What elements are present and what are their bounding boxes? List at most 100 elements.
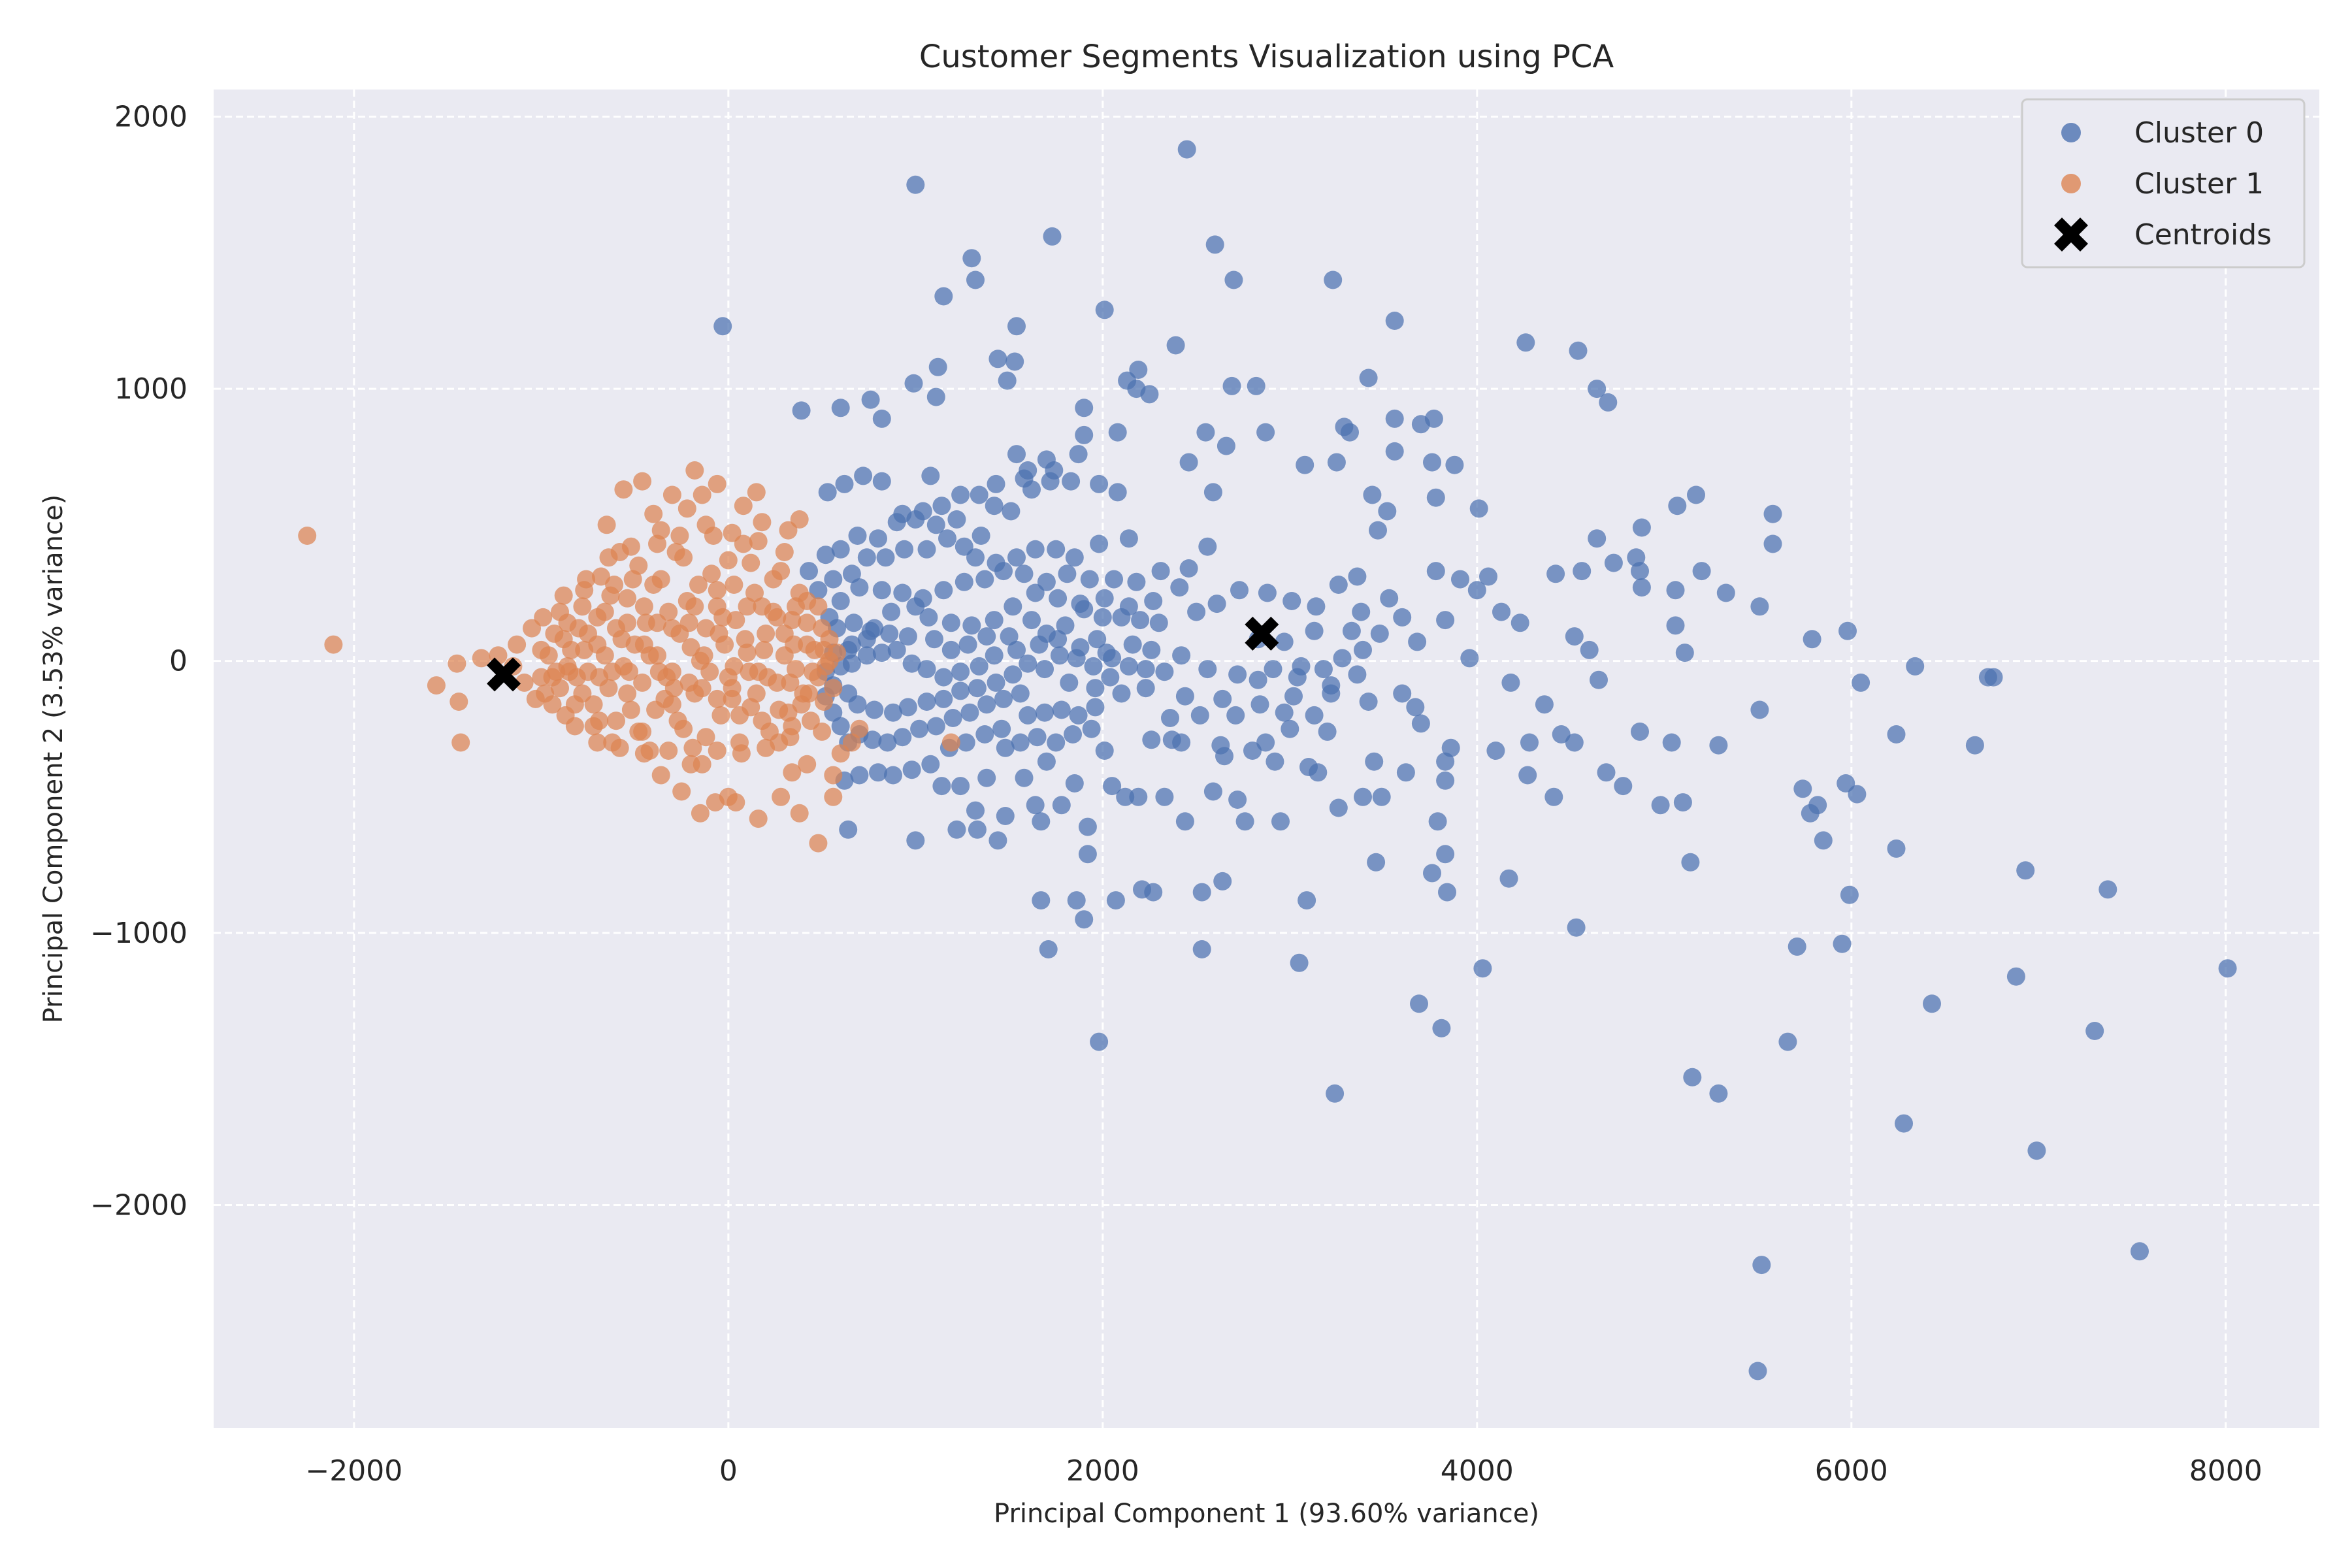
data-point [1318,722,1337,741]
data-point [876,548,895,567]
series-cluster-0 [713,140,2237,1380]
x-axis-ticks: −2000 0 2000 4000 6000 8000 [305,1454,2262,1488]
centroid-stroke [2053,217,2089,252]
data-point [913,589,932,608]
data-point [770,733,789,752]
data-point [970,485,988,504]
data-point [1129,361,1148,379]
data-point [725,576,743,594]
x-tick-label: 8000 [2189,1454,2262,1488]
data-point [1281,719,1299,738]
data-point [742,553,760,572]
data-point [1887,725,1906,743]
data-point [1015,768,1034,787]
data-point [1296,455,1315,474]
data-point [1151,562,1170,581]
data-point [1026,540,1045,559]
data-point [996,807,1015,825]
data-point [1039,940,1058,958]
data-point [1423,453,1441,472]
data-point [857,646,876,665]
data-point [1037,624,1056,643]
legend-item-centroids: Centroids [2053,217,2272,252]
data-point [824,570,843,589]
data-point [1080,570,1099,589]
y-tick-label: 0 [169,645,188,678]
data-point [696,728,715,747]
data-point [565,717,584,736]
data-point [958,635,977,654]
data-point [962,616,981,635]
data-point [1436,771,1455,790]
data-point [648,534,666,553]
data-point [1203,782,1222,801]
data-point [1207,595,1226,613]
data-point [618,589,637,608]
data-point [960,703,979,722]
data-point [1078,845,1097,864]
data-point [966,801,985,820]
data-point [869,529,887,548]
data-point [1019,654,1037,673]
data-point [1428,812,1447,831]
data-point [1604,553,1623,572]
data-point [1140,385,1159,404]
data-point [1333,649,1352,668]
data-point [532,668,551,687]
data-point [1136,679,1155,698]
data-point [1004,665,1022,684]
data-point [934,287,953,306]
data-point [1408,632,1427,651]
data-point [878,733,897,752]
data-point [1275,703,1294,722]
data-point [988,350,1007,368]
data-point [727,793,745,812]
data-point [1175,812,1194,831]
data-point [1247,376,1266,395]
data-point [674,548,693,567]
data-point [955,537,973,556]
data-point [1103,777,1122,796]
data-point [1052,700,1071,719]
data-point [1451,570,1469,589]
data-points [298,140,2237,1380]
data-point [917,540,936,559]
data-point [842,564,861,583]
data-point [882,602,901,621]
data-point [575,640,594,659]
data-point [1088,630,1107,649]
data-point [554,586,573,605]
data-point [1105,570,1123,589]
data-point [1090,1032,1109,1051]
data-point [1329,798,1348,817]
data-point [1149,613,1168,632]
data-point [1599,393,1618,412]
data-point [534,608,553,627]
data-point [1363,485,1382,504]
data-point [1205,235,1224,254]
data-point [607,711,625,730]
data-point [941,613,960,632]
data-point [1307,597,1326,616]
data-point [621,700,640,719]
data-point [988,831,1007,850]
data-point [759,668,777,687]
data-point [1032,891,1051,910]
data-point [1438,883,1456,902]
data-point [1352,602,1371,621]
data-point [809,834,828,853]
data-point [1716,583,1735,602]
data-point [1588,380,1607,399]
data-point [1243,742,1262,760]
data-point [1266,752,1284,771]
data-point [848,527,867,545]
data-point [1067,891,1086,910]
data-point [662,695,681,714]
data-point [1007,640,1026,659]
data-point [779,521,798,540]
data-point [1007,317,1026,336]
data-point [1108,423,1127,442]
data-point [1187,602,1206,621]
data-point [588,608,607,627]
data-point [579,624,597,643]
